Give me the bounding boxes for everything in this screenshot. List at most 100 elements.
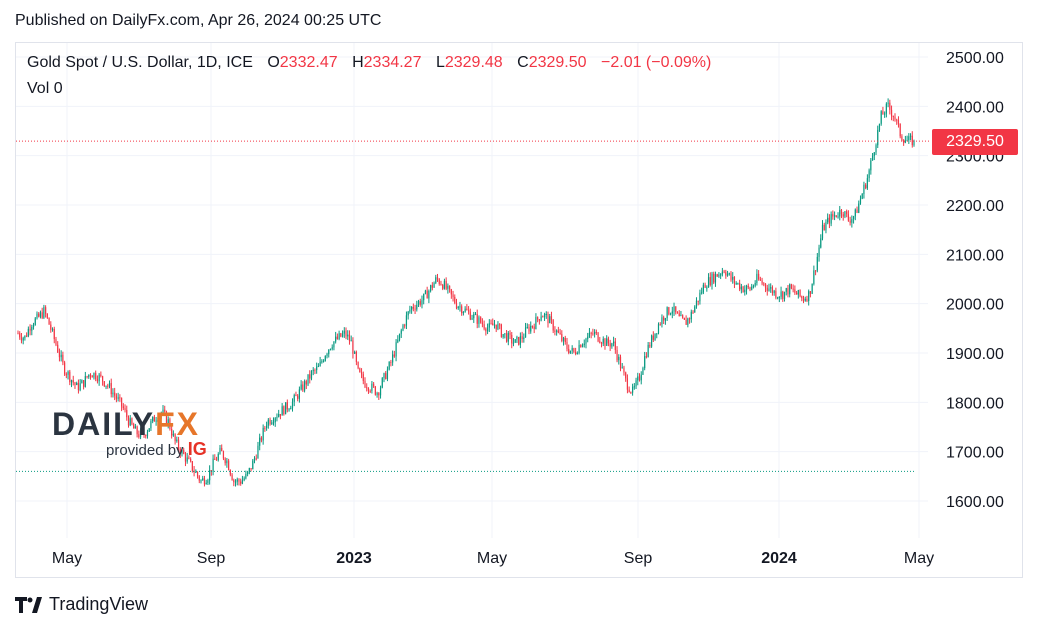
candle-body: [203, 478, 206, 485]
candle-body: [877, 129, 879, 146]
candle-body: [51, 328, 54, 330]
candle-body: [787, 288, 789, 295]
candle-body: [347, 334, 349, 337]
x-tick-label: 2024: [761, 550, 797, 567]
candle-body: [65, 374, 67, 376]
candle-body: [695, 300, 698, 307]
candle-body: [616, 349, 618, 361]
candle-body: [60, 354, 62, 358]
candle-body: [88, 374, 90, 378]
candle-body: [580, 344, 582, 348]
candle-body: [561, 334, 563, 341]
candle-body: [331, 347, 333, 349]
candle-body: [523, 337, 525, 340]
candle-body: [433, 282, 435, 288]
candle-body: [535, 317, 537, 330]
candle-body: [771, 287, 774, 294]
candle-body: [740, 286, 742, 290]
candle-body: [837, 216, 839, 218]
candle-body: [288, 409, 290, 411]
candle-body: [706, 287, 708, 289]
candle-body: [64, 362, 66, 375]
candle-body: [600, 342, 603, 344]
candle-body: [129, 418, 131, 426]
candle-body: [58, 352, 61, 358]
candle-body: [96, 379, 99, 382]
candle-body: [854, 209, 856, 217]
candle-body: [849, 220, 851, 223]
candle-body: [77, 382, 80, 391]
candle-body: [595, 331, 597, 333]
candle-body: [901, 136, 903, 141]
candle-body: [131, 418, 133, 425]
candle-body: [95, 372, 97, 380]
candle-body: [143, 433, 145, 436]
candle-body: [623, 367, 625, 373]
candle-body: [359, 368, 361, 373]
y-axis: 2500.002400.002300.002200.002100.002000.…: [946, 50, 1004, 511]
candle-body: [91, 375, 93, 378]
candle-body: [889, 102, 891, 110]
candle-body: [247, 472, 249, 475]
candle-body: [317, 366, 319, 368]
candle-body: [871, 155, 874, 161]
candle-body: [811, 283, 813, 294]
candle-body: [594, 331, 596, 335]
candle-body: [55, 339, 57, 345]
candle-body: [512, 342, 515, 344]
candle-body: [799, 289, 801, 297]
candle-body: [114, 392, 116, 396]
candle-body: [588, 332, 591, 337]
candle-body: [200, 480, 202, 482]
candle-body: [355, 351, 357, 362]
candle-body: [29, 328, 31, 331]
candle-body: [226, 460, 228, 464]
candle-body: [340, 333, 342, 337]
candle-body: [367, 388, 370, 391]
candle-body: [635, 380, 637, 387]
candle-body: [455, 303, 458, 309]
y-tick-label: 2100.00: [946, 247, 1004, 264]
candle-body: [32, 324, 35, 327]
candle-body: [41, 312, 43, 318]
y-tick-label: 1600.00: [946, 494, 1004, 511]
candle-body: [219, 447, 221, 454]
symbol-label: Gold Spot / U.S. Dollar, 1D, ICE: [27, 54, 253, 71]
candle-body: [34, 318, 36, 325]
candle-body: [259, 437, 261, 446]
candle-body: [371, 383, 373, 391]
candle-body: [43, 307, 45, 318]
chart-frame[interactable]: [15, 42, 1023, 578]
candle-body: [644, 356, 646, 369]
candle-body: [167, 419, 169, 424]
candle-body: [913, 141, 915, 146]
candle-body: [89, 374, 92, 376]
candle-body: [108, 383, 111, 387]
candle-body: [890, 109, 893, 117]
candle-body: [735, 283, 737, 285]
candle-body: [519, 336, 521, 345]
candle-body: [101, 376, 104, 382]
candle-body: [673, 306, 675, 312]
high-value: 2334.27: [363, 54, 422, 71]
candle-body: [19, 333, 21, 338]
candle-body: [279, 414, 282, 416]
candle-body: [373, 383, 375, 387]
candle-body: [780, 291, 782, 297]
candle-body: [134, 426, 136, 429]
candle-body: [804, 298, 806, 301]
high-label: H: [352, 54, 364, 71]
candle-body: [575, 352, 577, 354]
candle-body: [176, 439, 178, 442]
candle-body: [796, 292, 798, 295]
candle-body: [165, 411, 168, 424]
candle-body: [362, 374, 364, 381]
tradingview-logo[interactable]: TradingView: [15, 594, 148, 615]
candle-body: [866, 178, 868, 189]
candle-body: [578, 344, 580, 354]
candle-body: [497, 324, 499, 330]
x-tick-label: May: [477, 550, 507, 567]
candle-body: [267, 419, 269, 426]
candle-body: [692, 311, 694, 313]
